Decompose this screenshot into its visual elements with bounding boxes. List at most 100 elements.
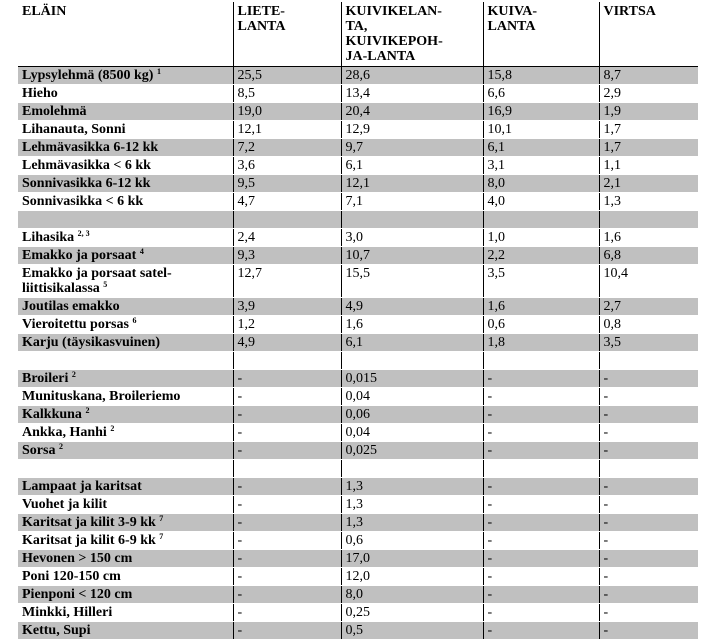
animal-cell: Lypsylehmä (8500 kg) 1 [18,66,233,85]
dry-manure-value: 0,6 [482,315,599,334]
table-row: Lypsylehmä (8500 kg) 1 25,5 28,6 15,8 8,7 [18,66,698,85]
table-row: Joutilas emakko 3,9 4,9 1,6 2,7 [18,297,698,316]
bedding-manure-value: 6,1 [340,156,483,175]
table-row: Pienponi < 120 cm -8,0- - [18,585,698,604]
table-row: Sonnivasikka 6-12 kk 9,5 12,1 8,0 2,1 [18,174,698,193]
animal-cell: Lehmävasikka < 6 kk [18,156,233,175]
spacer-row [18,210,698,229]
urine-value: - [598,423,698,442]
animal-cell: Pienponi < 120 cm [18,585,233,604]
bedding-manure-value: 10,7 [340,246,483,265]
footnote-marker: 7 [159,514,164,523]
table-row: Lihanauta, Sonni 12,1 12,9 10,1 1,7 [18,120,698,139]
animal-name: Karitsat ja kilit 6-9 kk [22,533,156,548]
urine-value: 1,7 [598,120,698,139]
slurry-value: 25,5 [232,66,341,85]
document-page: ELÄIN LIETE- LANTA KUIVIKELAN- TA, KUIVI… [18,2,698,640]
animal-cell: Vieroitettu porsas 6 [18,315,233,334]
table-row: Emakko ja porsaat satel- liittisikalassa… [18,264,698,298]
urine-value: 1,1 [598,156,698,175]
bedding-manure-value: 0,06 [340,405,483,424]
animal-name: Emakko ja porsaat [22,248,137,263]
slurry-value: - [232,567,341,586]
dry-manure-value: 1,0 [482,228,599,247]
table-row: Broileri 2-0,015- - [18,369,698,388]
bedding-manure-value: 1,3 [340,495,483,514]
slurry-value: 9,3 [232,246,341,265]
urine-value: - [598,477,698,496]
table-row: Lampaat ja karitsat -1,3- - [18,477,698,496]
slurry-value: 8,5 [232,84,341,103]
table-row: Emolehmä 19,0 20,4 16,9 1,9 [18,102,698,121]
table-row: Karitsat ja kilit 6-9 kk 7-0,6- - [18,531,698,550]
bedding-manure-value: 12,1 [340,174,483,193]
animal-cell: Emakko ja porsaat 4 [18,246,233,265]
bedding-manure-value: 1,3 [340,513,483,532]
dry-manure-value: 15,8 [482,66,599,85]
dry-manure-value: 10,1 [482,120,599,139]
urine-value: 2,1 [598,174,698,193]
dry-manure-value: 6,6 [482,84,599,103]
urine-value: 2,9 [598,84,698,103]
animal-name: Ankka, Hanhi [22,425,107,440]
urine-value: - [598,549,698,568]
urine-value: 0,8 [598,315,698,334]
empty-cell [482,351,599,370]
table-row: Hieho 8,5 13,4 6,6 2,9 [18,84,698,103]
table-row: Hevonen > 150 cm -17,0- - [18,549,698,568]
bedding-manure-value: 1,6 [340,315,483,334]
animal-cell: Broileri 2 [18,369,233,388]
bedding-manure-value: 20,4 [340,102,483,121]
urine-value: - [598,495,698,514]
bedding-manure-value: 0,04 [340,387,483,406]
header-dry-manure: KUIVA- LANTA [482,2,599,67]
table-row: Kettu, Supi -0,5- - [18,621,698,640]
table-row: Karitsat ja kilit 3-9 kk 7-1,3- - [18,513,698,532]
animal-cell: Lihasika 2, 3 [18,228,233,247]
animal-cell: Hieho [18,84,233,103]
slurry-value: 1,2 [232,315,341,334]
animal-name: Hieho [22,86,58,101]
footnote-marker: 1 [156,67,161,76]
header-urine: VIRTSA [598,2,698,67]
empty-cell [598,210,698,229]
bedding-manure-value: 8,0 [340,585,483,604]
animal-name: Poni 120-150 cm [22,569,121,584]
slurry-value: - [232,405,341,424]
animal-cell: Karju (täysikasvuinen) [18,333,233,352]
urine-value: - [598,405,698,424]
animal-cell: Sorsa 2 [18,441,233,460]
dry-manure-value: 6,1 [482,138,599,157]
urine-value: 1,6 [598,228,698,247]
footnote-marker: 5 [103,280,108,289]
animal-name: Sonnivasikka 6-12 kk [22,176,151,191]
animal-cell: Poni 120-150 cm [18,567,233,586]
urine-value: 3,5 [598,333,698,352]
footnote-marker: 2 [110,424,115,433]
bedding-manure-value: 0,025 [340,441,483,460]
table-row: Ankka, Hanhi 2-0,04- - [18,423,698,442]
slurry-value: - [232,549,341,568]
dry-manure-value: - [482,387,599,406]
dry-manure-value: - [482,549,599,568]
slurry-value: 4,7 [232,192,341,211]
slurry-value: 7,2 [232,138,341,157]
bedding-manure-value: 12,9 [340,120,483,139]
dry-manure-value: 4,0 [482,192,599,211]
bedding-manure-value: 1,3 [340,477,483,496]
header-row: ELÄIN LIETE- LANTA KUIVIKELAN- TA, KUIVI… [18,2,698,67]
bedding-manure-value: 0,015 [340,369,483,388]
animal-cell: Lampaat ja karitsat [18,477,233,496]
slurry-value: 4,9 [232,333,341,352]
footnote-marker: 2 [71,370,76,379]
footnote-marker: 6 [132,316,137,325]
animal-name: Lehmävasikka 6-12 kk [22,140,159,155]
animal-name: Joutilas emakko [22,299,120,314]
dry-manure-value: - [482,585,599,604]
table-row: Karju (täysikasvuinen) 4,9 6,1 1,8 3,5 [18,333,698,352]
urine-value: - [598,567,698,586]
table-row: Emakko ja porsaat 4 9,3 10,7 2,2 6,8 [18,246,698,265]
bedding-manure-value: 28,6 [340,66,483,85]
slurry-value: - [232,477,341,496]
animal-name: Emakko ja porsaat satel- liittisikalassa [22,266,172,296]
